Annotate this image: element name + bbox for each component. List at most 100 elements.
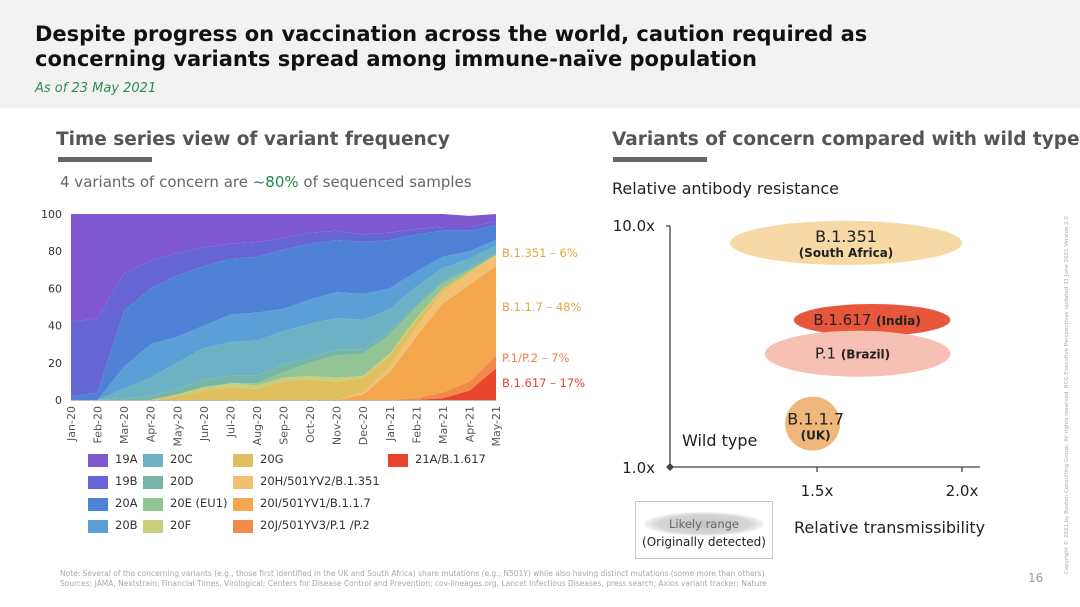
left-heading-underline <box>58 157 152 162</box>
as-of-date: As of 23 May 2021 <box>35 81 157 96</box>
x-tick-label: Apr-21 <box>463 406 476 442</box>
legend-label: 20C <box>170 452 193 466</box>
range-ellipse <box>793 303 951 336</box>
variant-code: B.1.617 <box>813 311 876 329</box>
legend-swatch <box>143 454 163 467</box>
variant-p-1: P.1 (Brazil) <box>764 330 951 377</box>
legend-label: 20A <box>115 496 138 510</box>
x-tick-label: 1.5x <box>801 482 834 500</box>
y-tick-label: 0 <box>55 394 62 407</box>
x-tick-label: Feb-21 <box>410 406 423 443</box>
x-tick-label: Jan-21 <box>384 406 397 442</box>
legend-swatch <box>88 520 108 533</box>
legend-swatch <box>233 498 253 511</box>
y-tick-label: 80 <box>48 245 62 258</box>
x-tick-label: May-21 <box>490 406 503 447</box>
y-tick-label: 1.0x <box>622 459 655 477</box>
sources: Sources: JAMA, Nextstrain, Financial Tim… <box>60 579 767 588</box>
bubble-points: B.1.351(South Africa) B.1.617 (India) P.1 … <box>730 220 962 451</box>
x-tick-label: Aug-20 <box>251 406 264 445</box>
y-tick-label: 20 <box>48 357 62 370</box>
variant-frequency-area-chart: 0 20 40 60 80 100 Jan-20 Feb-20 Mar-20 Apr-20 May… <box>41 208 585 447</box>
legend-swatch <box>233 454 253 467</box>
legend-swatch <box>88 454 108 467</box>
x-tick-label: Apr-20 <box>145 406 158 442</box>
variant-b-1-617: B.1.617 (India) <box>793 303 951 336</box>
variant-code: P.1 <box>815 345 841 363</box>
variant-origin: (Brazil) <box>841 348 890 362</box>
x-tick-label: Oct-20 <box>304 406 317 443</box>
x-tick-label: Mar-21 <box>437 406 450 444</box>
x-tick-label: Jul-20 <box>224 406 237 438</box>
x-tick-label: Jun-20 <box>198 406 211 442</box>
likely-range-key: Likely range (Originally detected) <box>635 501 773 559</box>
end-labels: B.1.351 – 6% B.1.1.7 – 48% P.1/P.2 – 7% B.1… <box>502 246 585 390</box>
copyright-text: Copyright © 2021 by Boston Consulting Gr… <box>1064 216 1070 574</box>
area-series-19b <box>71 221 496 397</box>
end-label: B.1.351 – 6% <box>502 246 578 260</box>
title-line-1: Despite progress on vaccination across t… <box>35 22 868 46</box>
variant-origin: (South Africa) <box>799 246 894 260</box>
summary-highlight: ~80% <box>252 173 299 191</box>
y-tick-label: 40 <box>48 320 62 333</box>
summary-text: 4 variants of concern are <box>60 173 253 191</box>
y-tick-label: 10.0x <box>613 217 655 235</box>
legend-swatch <box>143 498 163 511</box>
area-series-20b <box>71 240 496 400</box>
variant-name: B.1.351 <box>815 227 877 246</box>
area-series-20i-501yv1-b-1-1-7 <box>71 266 496 400</box>
wild-type-label: Wild type <box>682 431 757 450</box>
footnote: Note: Several of the concerning variants… <box>60 569 765 578</box>
x-tick-label: May-20 <box>171 406 184 447</box>
summary-text-end: of sequenced samples <box>298 173 472 191</box>
variant-origin: (UK) <box>801 429 831 443</box>
x-tick-label: Jan-20 <box>65 406 78 442</box>
range-ellipse <box>785 396 841 451</box>
copyright-notice: Copyright © 2021 by Boston Consulting Gr… <box>1064 200 1072 580</box>
origin-marker <box>666 463 674 471</box>
end-label: P.1/P.2 – 7% <box>502 351 569 365</box>
variant-name: P.1 (Brazil) <box>815 345 890 363</box>
likely-range-label: Likely range <box>668 517 740 531</box>
legend-label: 21A/B.1.617 <box>415 452 486 466</box>
variant-name: B.1.617 (India) <box>813 311 921 329</box>
header-band <box>0 0 1080 108</box>
legend-label: 20F <box>170 518 192 532</box>
legend-swatch <box>233 476 253 489</box>
variant-b-1-1-7: B.1.1.7(UK) <box>785 396 844 451</box>
right-section-heading: Variants of concern compared with wild t… <box>612 129 1080 150</box>
y-tick-label: 100 <box>41 208 62 221</box>
x-tick-label: Dec-20 <box>357 406 370 445</box>
legend-swatch <box>388 454 408 467</box>
area-series-20d <box>71 253 496 400</box>
legend-label: 19A <box>115 452 138 466</box>
variant-name: B.1.1.7 <box>787 410 844 429</box>
legend-swatch <box>143 476 163 489</box>
page-title: Despite progress on vaccination across t… <box>35 22 935 72</box>
area-series-19a <box>71 214 496 322</box>
x-axis-title: Relative transmissibility <box>794 518 986 537</box>
variant-share-summary: 4 variants of concern are ~80% of sequen… <box>60 173 472 191</box>
variant-b-1-351: B.1.351(South Africa) <box>730 220 962 265</box>
end-label: B.1.617 – 17% <box>502 376 585 390</box>
bubble-axes: 10.0x 1.0x 1.5x 2.0x Wild type <box>613 217 980 500</box>
range-ellipse <box>730 220 962 265</box>
x-axis-ticks: Jan-20 Feb-20 Mar-20 Apr-20 May-20 Jun-20 Jul-… <box>65 406 503 447</box>
area-series-21a-b-1-617 <box>71 368 496 400</box>
x-tick-label: Feb-20 <box>92 406 105 443</box>
y-axis-title: Relative antibody resistance <box>612 179 839 198</box>
y-tick-label: 60 <box>48 282 62 295</box>
area-layers <box>71 214 496 400</box>
legend-swatch <box>233 520 253 533</box>
legend-swatch <box>88 476 108 489</box>
likely-range-swatch <box>644 512 764 536</box>
area-series-20a <box>71 225 496 400</box>
legend-swatch <box>88 498 108 511</box>
y-axis-ticks: 0 20 40 60 80 100 <box>41 208 496 407</box>
left-section-heading: Time series view of variant frequency <box>56 129 450 150</box>
legend-swatch <box>143 520 163 533</box>
x-tick-label: 2.0x <box>946 482 979 500</box>
end-label: B.1.1.7 – 48% <box>502 300 582 314</box>
legend-label: 20H/501YV2/B.1.351 <box>260 474 380 488</box>
originally-detected-label: (Originally detected) <box>642 535 766 549</box>
